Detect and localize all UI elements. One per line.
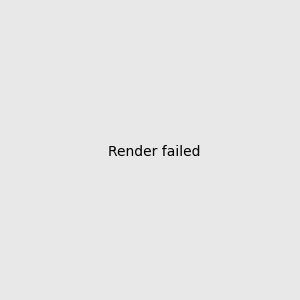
Text: Render failed: Render failed <box>107 145 200 158</box>
